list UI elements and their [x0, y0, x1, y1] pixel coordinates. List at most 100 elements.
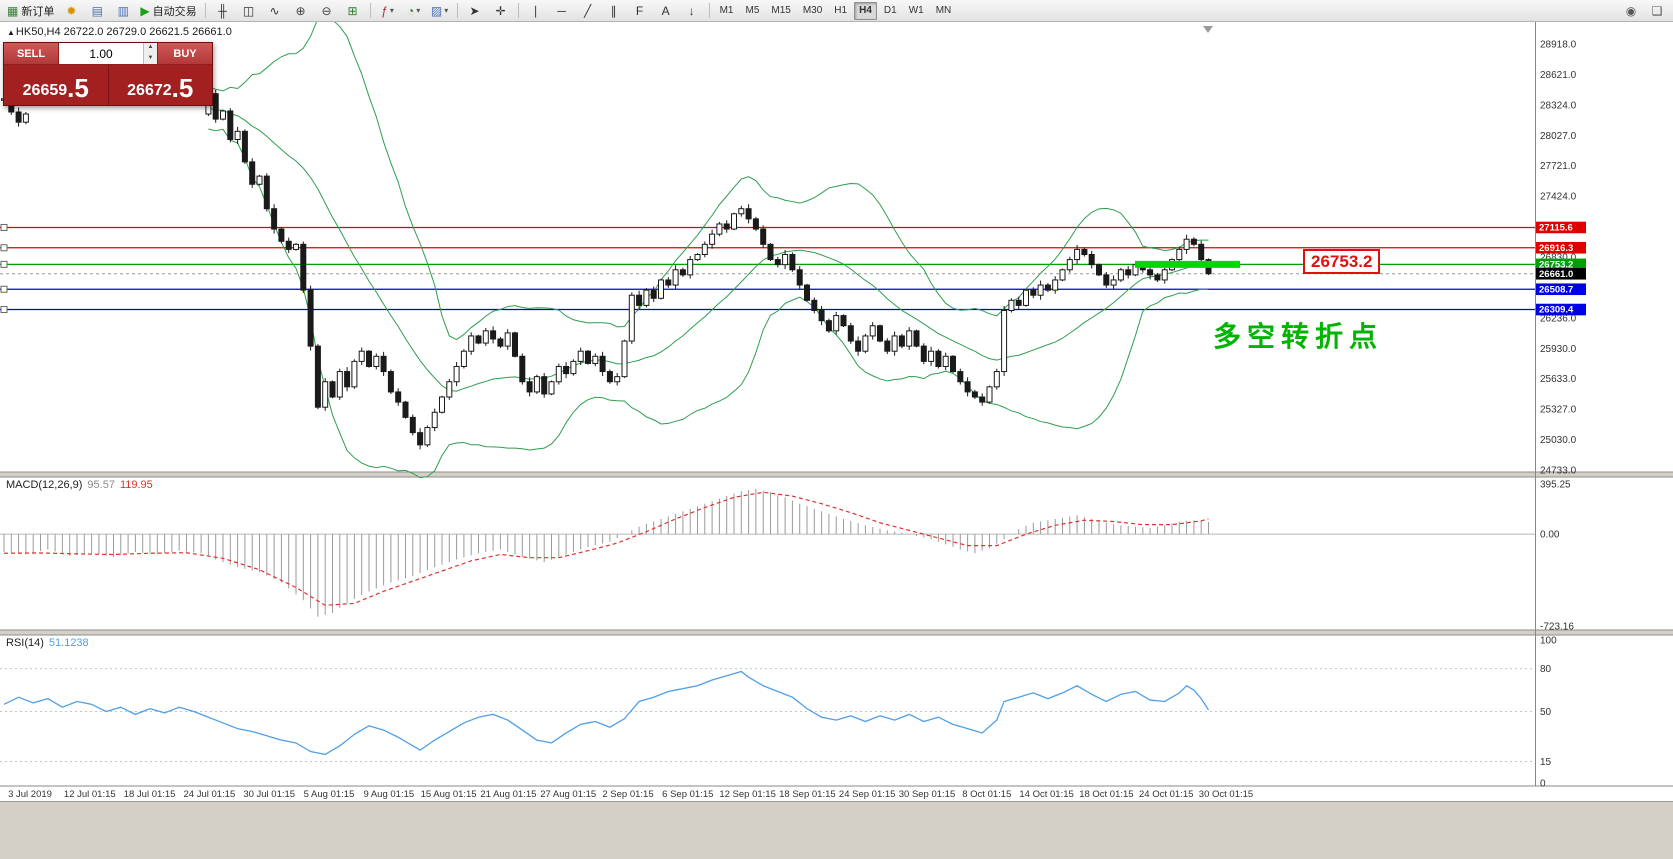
chat-icon[interactable]: ❑ — [1651, 3, 1663, 18]
data-window-icon: ▥ — [117, 3, 130, 18]
volume-up-button[interactable]: ▲ — [144, 43, 157, 54]
macd-value-signal: 119.95 — [119, 479, 153, 491]
trendline-icon: ╱ — [583, 3, 592, 18]
ohlc-readout: ▲HK50,H4 26722.0 26729.0 26621.5 26661.0 — [7, 26, 232, 38]
svg-text:15: 15 — [1540, 757, 1552, 768]
candlestick-chart-button[interactable]: ◫ — [237, 1, 261, 21]
sell-button[interactable]: SELL — [4, 43, 59, 64]
macd-value-main: 95.57 — [87, 479, 115, 491]
new-order-icon: ▦ — [7, 3, 19, 18]
buy-button[interactable]: BUY — [157, 43, 212, 64]
sell-price[interactable]: 26659.5 — [4, 65, 108, 105]
candlestick-chart-icon: ◫ — [242, 3, 255, 18]
new-order-button-label: 新订单 — [21, 5, 55, 18]
tile-windows-button[interactable]: ⊞ — [341, 1, 365, 21]
svg-text:24 Oct 01:15: 24 Oct 01:15 — [1139, 789, 1193, 800]
toolbar-separator — [517, 3, 519, 18]
volume-down-button[interactable]: ▼ — [144, 53, 157, 64]
price-tags: 27115.6 26916.3 26753.2 26508.7 26309.4 26661… — [1536, 221, 1586, 316]
turning-point-annotation[interactable]: 多空转折点 — [1213, 321, 1384, 352]
autotrading-button[interactable]: ▶ 自动交易 — [137, 1, 199, 21]
indicators-button[interactable]: ƒ ▾ — [376, 1, 400, 21]
svg-text:27424.0: 27424.0 — [1540, 192, 1577, 203]
svg-text:3 Jul 2019: 3 Jul 2019 — [8, 789, 52, 800]
svg-text:26753.2: 26753.2 — [1539, 260, 1573, 271]
bar-chart-button[interactable]: ╫ — [211, 1, 235, 21]
buy-price[interactable]: 26672.5 — [109, 65, 213, 105]
megaphone-icon[interactable]: ✹ — [59, 1, 83, 21]
sell-price-frac: .5 — [67, 73, 89, 103]
price-callout-label[interactable]: 26753.2 — [1303, 249, 1381, 274]
arrows-button[interactable]: ↓ — [680, 1, 704, 21]
zoom-in-button[interactable]: ⊕ — [289, 1, 313, 21]
price-axis-labels: 28918.0 28621.0 28324.0 28027.0 27721.0 27424… — [1540, 40, 1577, 477]
text-icon: A — [661, 3, 670, 18]
svg-text:28324.0: 28324.0 — [1540, 100, 1577, 111]
rsi-name: RSI(14) — [6, 637, 44, 649]
timeframe-h4-button[interactable]: H4 — [854, 1, 877, 20]
fibonacci-button[interactable]: F — [628, 1, 652, 21]
svg-text:21 Aug 01:15: 21 Aug 01:15 — [480, 789, 536, 800]
market-watch-icon: ▤ — [91, 3, 104, 18]
timeframe-w1-button[interactable]: W1 — [908, 5, 924, 16]
cursor-button[interactable]: ➤ — [463, 1, 487, 21]
svg-text:27115.6: 27115.6 — [1539, 223, 1573, 234]
svg-text:18 Jul 01:15: 18 Jul 01:15 — [124, 789, 176, 800]
svg-text:26661.0: 26661.0 — [1539, 269, 1573, 280]
svg-text:15 Aug 01:15: 15 Aug 01:15 — [421, 789, 477, 800]
timeframe-m1-button[interactable]: M1 — [719, 5, 734, 16]
channel-icon: ∥ — [610, 3, 617, 18]
chevron-up-icon: ▲ — [7, 28, 15, 37]
crosshair-button[interactable]: ✛ — [489, 1, 513, 21]
toolbar-separator — [708, 3, 710, 18]
horizontal-line-button[interactable]: ─ — [550, 1, 574, 21]
toolbar-separator — [204, 3, 206, 18]
chevron-down-icon: ▾ — [416, 6, 421, 15]
one-click-trade-panel: SELL ▲ ▼ BUY 26659.5 26672.5 — [3, 42, 213, 106]
svg-text:12 Sep 01:15: 12 Sep 01:15 — [719, 789, 776, 800]
timeframe-h1-button[interactable]: H1 — [834, 5, 848, 16]
timeframe-d1-button[interactable]: D1 — [883, 5, 897, 16]
trendline-button[interactable]: ╱ — [576, 1, 600, 21]
text-button[interactable]: A — [654, 1, 678, 21]
timeframe-mn-button[interactable]: MN — [935, 5, 952, 16]
vertical-line-button[interactable]: ∣ — [524, 1, 548, 21]
symbol-readout: HK50,H4 26722.0 26729.0 26621.5 26661.0 — [15, 26, 232, 38]
horizontal-line-icon: ─ — [557, 3, 566, 18]
periods-button[interactable]: ◔ ▾ — [402, 1, 426, 21]
zoom-out-button[interactable]: ⊖ — [315, 1, 339, 21]
svg-text:27721.0: 27721.0 — [1540, 161, 1577, 172]
sell-price-main: 26659 — [22, 82, 68, 99]
data-window-button[interactable]: ▥ — [111, 1, 135, 21]
notification-icon[interactable]: ◉ — [1625, 3, 1637, 18]
svg-text:26309.4: 26309.4 — [1539, 305, 1574, 316]
vertical-line-icon: ∣ — [532, 3, 539, 18]
timeframe-m15-button[interactable]: M15 — [771, 5, 791, 16]
timeframe-m30-button[interactable]: M30 — [802, 5, 823, 16]
svg-text:12 Jul 01:15: 12 Jul 01:15 — [64, 789, 116, 800]
market-watch-button[interactable]: ▤ — [85, 1, 109, 21]
svg-text:0.00: 0.00 — [1540, 530, 1560, 541]
new-order-button[interactable]: ▦ 新订单 — [4, 1, 57, 21]
svg-text:26508.7: 26508.7 — [1539, 284, 1573, 295]
templates-button[interactable]: ▨ ▾ — [428, 1, 452, 21]
rsi-indicator-label: RSI(14) 51.1238 — [6, 637, 89, 649]
svg-text:28621.0: 28621.0 — [1540, 70, 1577, 81]
svg-text:2 Sep 01:15: 2 Sep 01:15 — [602, 789, 653, 800]
volume-input[interactable] — [59, 43, 143, 64]
chart-shift-marker-icon[interactable] — [1203, 26, 1213, 33]
svg-text:25633.0: 25633.0 — [1540, 374, 1577, 385]
svg-text:0: 0 — [1540, 779, 1546, 790]
timeframe-m5-button[interactable]: M5 — [745, 5, 760, 16]
autotrading-icon: ▶ — [140, 3, 150, 18]
zoom-out-icon: ⊖ — [321, 3, 332, 18]
line-chart-button[interactable]: ∿ — [263, 1, 287, 21]
channel-button[interactable]: ∥ — [602, 1, 626, 21]
svg-text:25030.0: 25030.0 — [1540, 435, 1577, 446]
svg-text:25930.0: 25930.0 — [1540, 344, 1577, 355]
bottom-strip — [0, 801, 1673, 859]
volume-box: ▲ ▼ — [59, 43, 157, 64]
svg-text:-723.16: -723.16 — [1540, 622, 1574, 633]
svg-text:18 Oct 01:15: 18 Oct 01:15 — [1079, 789, 1133, 800]
